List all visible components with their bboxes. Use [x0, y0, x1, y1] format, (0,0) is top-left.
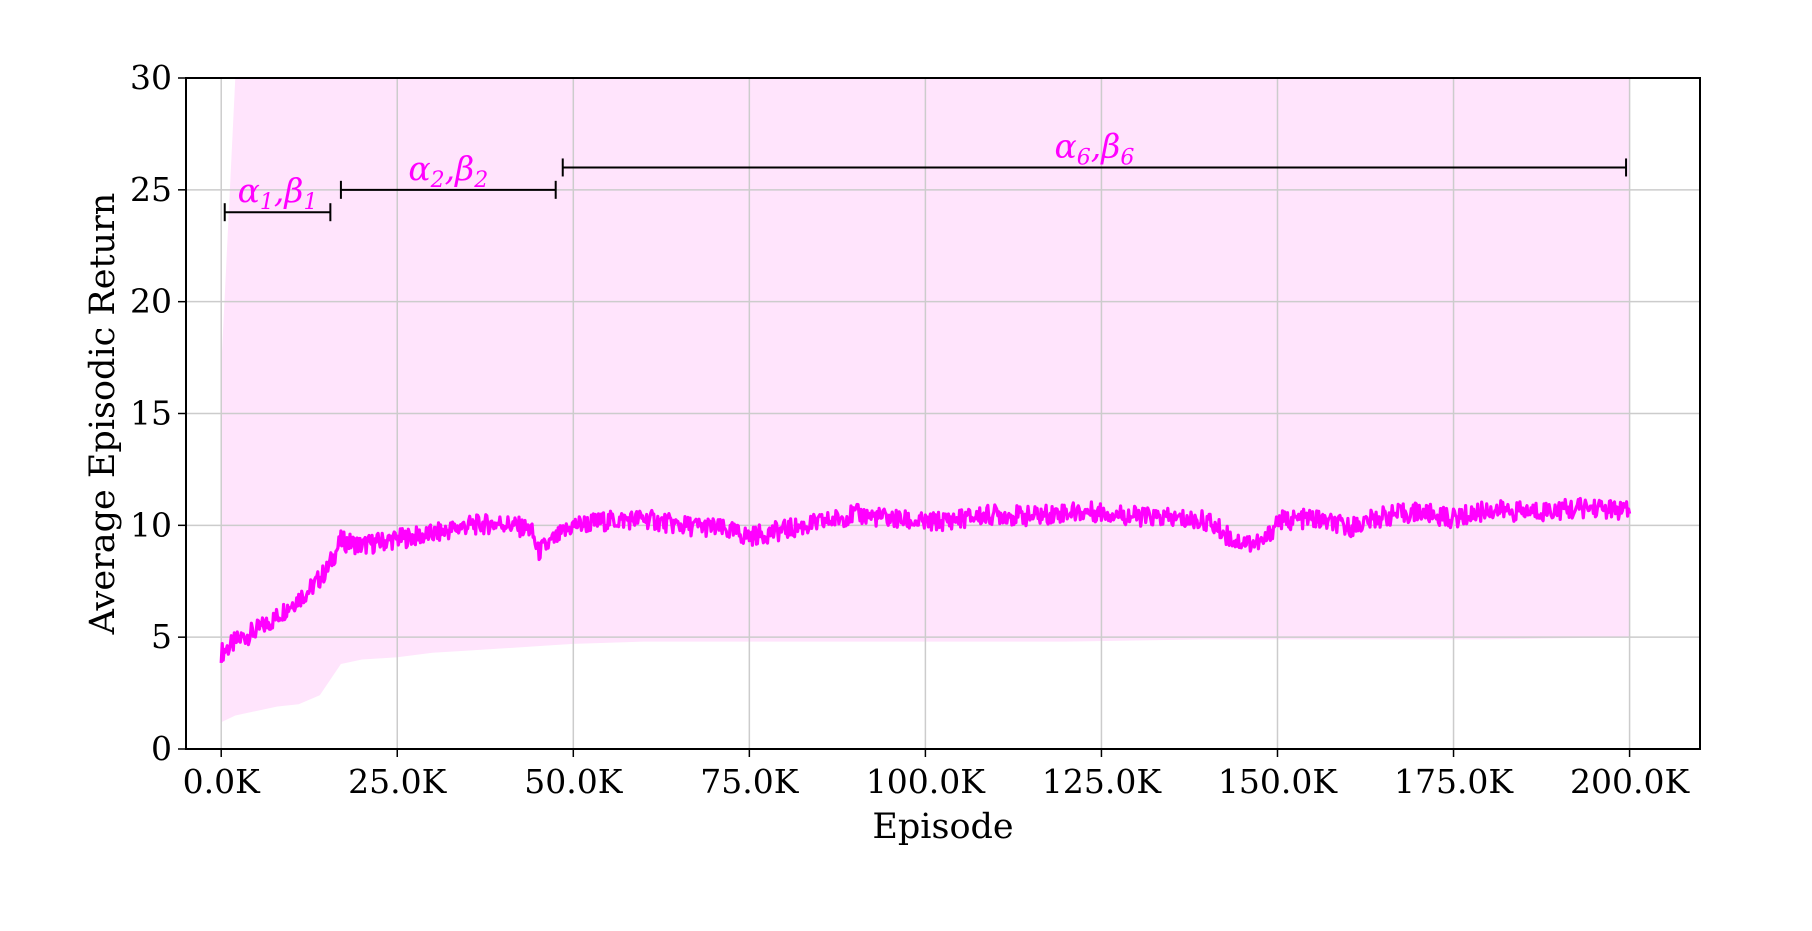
y-tick-label: 10: [130, 505, 172, 544]
y-tick-label: 20: [130, 282, 172, 321]
y-axis-ticks: 0 5 10 15 20 25 30: [130, 58, 186, 768]
series-line-layer: [219, 496, 1632, 663]
x-tick-label: 125.0K: [1042, 762, 1162, 801]
x-tick-label: 50.0K: [524, 762, 623, 801]
label-symbol: α: [238, 171, 260, 210]
label-subscript: 1: [260, 190, 274, 215]
x-tick-label: 75.0K: [700, 762, 799, 801]
label-symbol: β: [282, 171, 303, 210]
label-subscript: 6: [1120, 145, 1134, 170]
y-tick-label: 0: [151, 729, 172, 768]
x-tick-label: 25.0K: [348, 762, 447, 801]
range-annotation: α1,β1: [223, 171, 332, 222]
x-tick-label: 0.0K: [183, 762, 261, 801]
x-tick-label: 200.0K: [1570, 762, 1690, 801]
range-label: α6,β6: [1054, 126, 1134, 170]
label-symbol: α: [408, 149, 430, 188]
label-subscript: 2: [430, 168, 445, 193]
label-symbol: β: [1099, 126, 1120, 165]
range-label: α1,β1: [238, 171, 318, 215]
label-subscript: 1: [303, 190, 317, 215]
y-tick-label: 15: [130, 394, 172, 433]
x-axis-ticks: 0.0K 25.0K 50.0K 75.0K 100.0K 125.0K 150.0K 175…: [183, 749, 1690, 801]
range-label: α2,β2: [408, 149, 488, 193]
x-axis-title: Episode: [872, 807, 1013, 847]
y-tick-label: 25: [130, 170, 172, 209]
label-symbol: α: [1054, 126, 1076, 165]
series-line: [219, 496, 1632, 663]
y-tick-label: 5: [151, 617, 172, 656]
y-axis-title: Average Episodic Return: [83, 193, 123, 636]
x-tick-label: 175.0K: [1394, 762, 1514, 801]
label-symbol: ,: [1091, 126, 1102, 165]
y-tick-label: 30: [130, 58, 172, 97]
range-annotation: α2,β2: [339, 149, 557, 199]
label-subscript: 6: [1077, 145, 1091, 170]
x-tick-label: 100.0K: [866, 762, 986, 801]
label-symbol: β: [453, 149, 474, 188]
label-symbol: ,: [445, 149, 456, 188]
range-annotation: α6,β6: [561, 126, 1628, 177]
label-symbol: ,: [274, 171, 285, 210]
label-subscript: 2: [473, 168, 488, 193]
x-tick-label: 150.0K: [1218, 762, 1338, 801]
